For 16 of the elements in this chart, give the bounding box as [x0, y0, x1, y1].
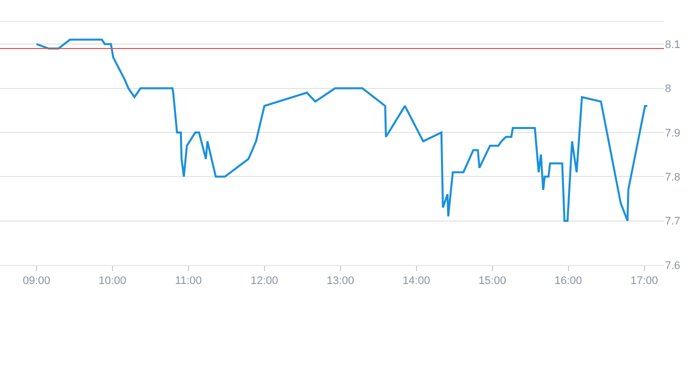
x-tick-label: 16:00 [554, 275, 582, 288]
line-series [35, 38, 648, 222]
x-tick-label: 13:00 [326, 275, 354, 288]
x-tick-label: 12:00 [250, 275, 278, 288]
y-tick-label: 7.8 [665, 171, 680, 184]
x-tick-label: 14:00 [402, 275, 430, 288]
y-tick-label: 7.6 [665, 260, 680, 272]
x-tick-label: 11:00 [175, 275, 202, 288]
x-tick-label: 09:00 [22, 275, 50, 288]
x-tick-label: 15:00 [478, 275, 506, 288]
y-tick-label: 8 [665, 83, 672, 96]
y-tick-label: 7.9 [665, 127, 680, 140]
y-tick-label: 7.7 [665, 216, 680, 228]
y-tick-label: 8.1 [665, 38, 680, 51]
x-tick-label: 10:00 [98, 275, 126, 288]
x-tick-label: 17:00 [630, 275, 658, 288]
